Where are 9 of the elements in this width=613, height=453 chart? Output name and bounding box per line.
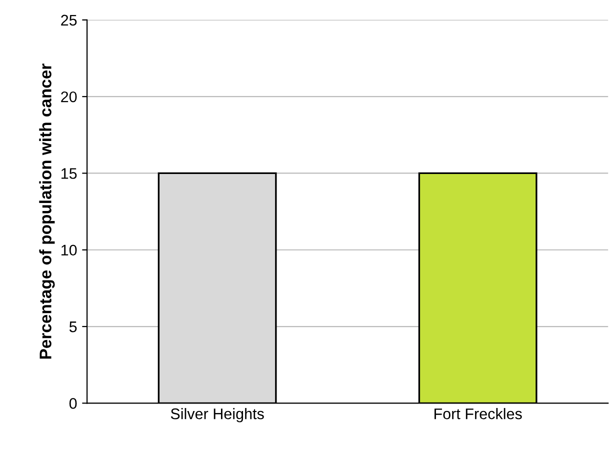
x-tick-label: Silver Heights <box>170 408 264 422</box>
y-tick-label: 0 <box>69 398 77 409</box>
y-tick-label: 10 <box>61 244 77 256</box>
y-tick-label: 20 <box>61 91 77 102</box>
y-tick-label: 15 <box>61 168 77 179</box>
y-tick-label: 5 <box>69 322 77 332</box>
y-axis-title: Percentage of population with cancer <box>39 64 55 359</box>
x-tick-label: Fort Freckles <box>434 408 522 420</box>
y-tick-label: 25 <box>61 14 77 26</box>
